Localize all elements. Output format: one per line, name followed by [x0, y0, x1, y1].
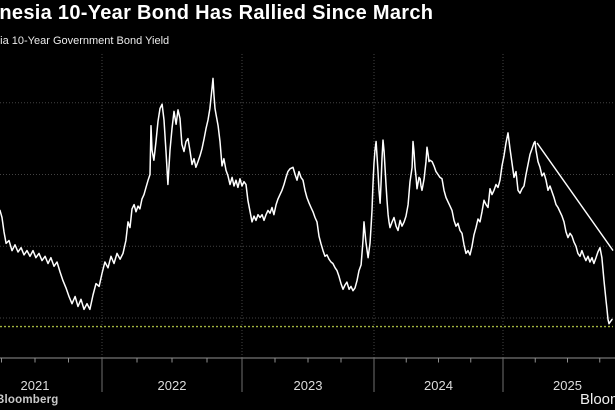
chart-subtitle: Indonesia 10-Year Government Bond Yield [0, 35, 170, 47]
x-axis-year-label: 2024 [424, 378, 453, 393]
yield-line [0, 77, 613, 325]
x-axis-year-label: 2021 [20, 378, 50, 393]
x-axis-year-label: 2025 [553, 378, 582, 393]
x-axis-year-label: 2022 [157, 378, 187, 393]
x-axis-year-label: 2023 [293, 378, 323, 393]
trend-line [536, 142, 614, 251]
page-title: Indonesia 10-Year Bond Has Rallied Since… [0, 2, 434, 24]
bloomberg-watermark-left: Bloomberg [0, 394, 59, 406]
bloomberg-watermark-right: Bloomberg [580, 391, 615, 408]
